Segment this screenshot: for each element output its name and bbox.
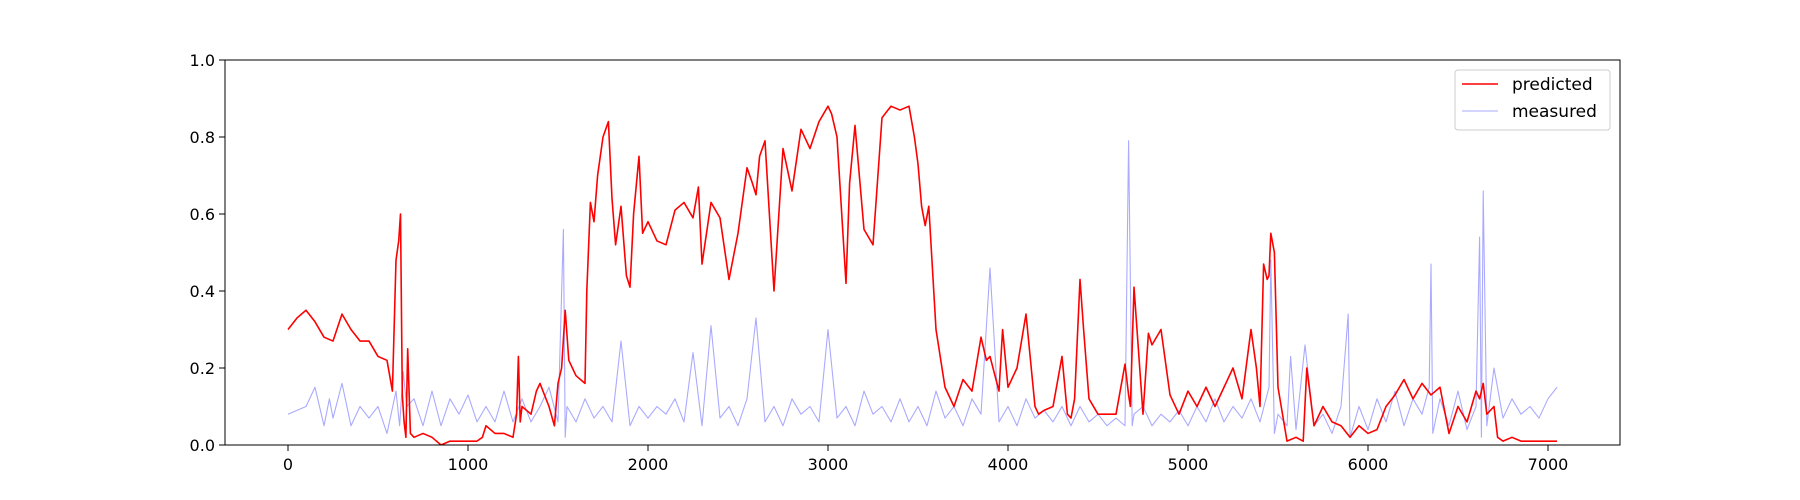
y-tick-label: 0.2	[190, 359, 215, 378]
series-layer	[287, 105, 1558, 445]
x-tick-label: 2000	[628, 455, 669, 474]
x-tick-label: 1000	[448, 455, 489, 474]
legend: predicted measured	[1454, 69, 1611, 131]
x-tick-label: 6000	[1348, 455, 1389, 474]
y-tick-label: 0.8	[190, 128, 215, 147]
x-tick-label: 5000	[1168, 455, 1209, 474]
y-axis: 0.0 0.2 0.4 0.6 0.8 1.0	[190, 51, 225, 455]
legend-box	[1454, 69, 1611, 131]
series-line-measured	[287, 140, 1558, 438]
y-tick-label: 0.0	[190, 436, 215, 455]
y-tick-label: 0.6	[190, 205, 215, 224]
legend-label-measured: measured	[1512, 102, 1597, 122]
x-tick-label: 7000	[1528, 455, 1569, 474]
x-tick-label: 3000	[808, 455, 849, 474]
series-line-predicted	[287, 105, 1557, 445]
plot-frame	[224, 59, 1621, 446]
x-axis: 0 1000 2000 3000 4000 5000 6000 7000	[283, 445, 1568, 474]
x-tick-label: 4000	[988, 455, 1029, 474]
y-tick-label: 1.0	[190, 51, 215, 70]
x-tick-label: 0	[283, 455, 293, 474]
legend-label-predicted: predicted	[1512, 75, 1593, 95]
y-tick-label: 0.4	[190, 282, 215, 301]
